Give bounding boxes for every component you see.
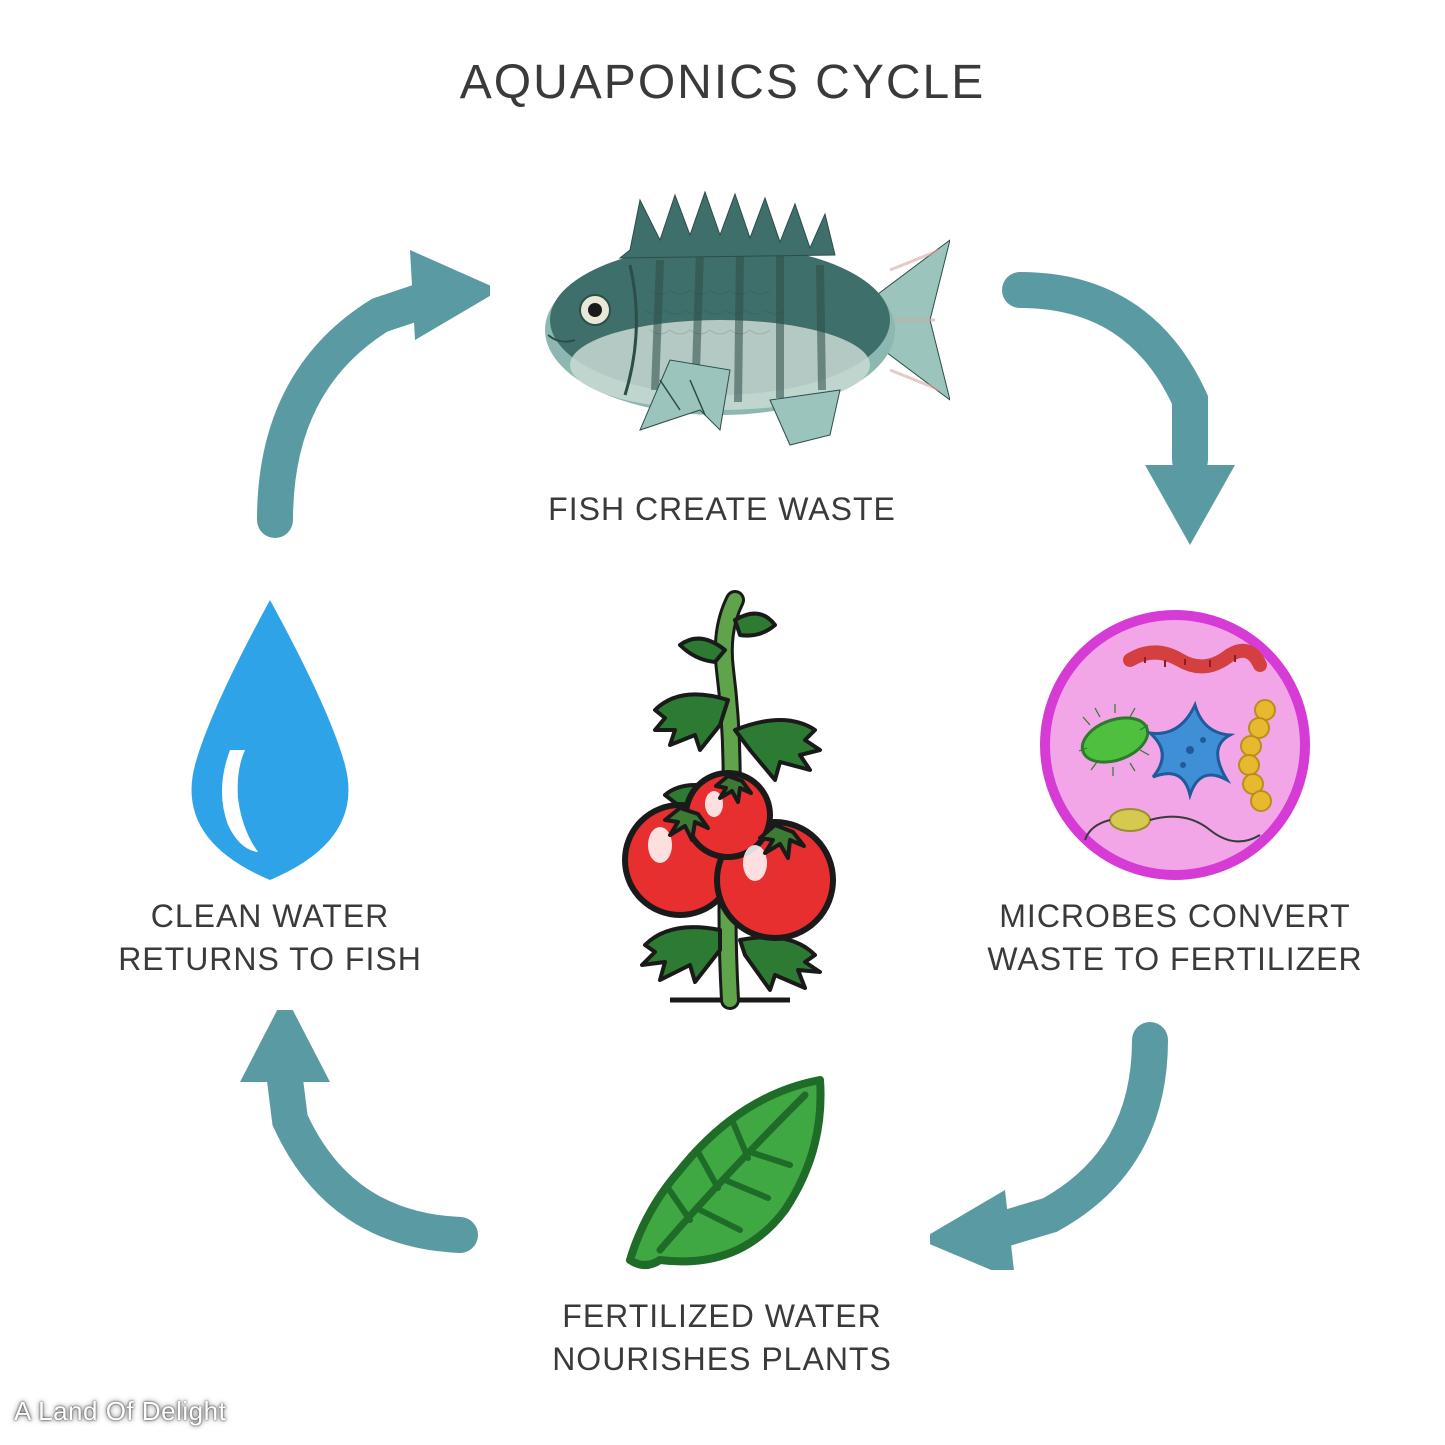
microbes-label: MICROBES CONVERT WASTE TO FERTILIZER [925,895,1425,981]
arrow-leaf-to-water [230,1010,490,1270]
arrow-fish-to-microbes [990,250,1250,550]
arrow-water-to-fish [230,250,490,550]
leaf-icon [590,1060,850,1280]
arrow-microbes-to-leaf [930,1010,1190,1270]
tomato-plant-icon [560,590,900,1010]
leaf-label: FERTILIZED WATER NOURISHES PLANTS [472,1295,972,1381]
microbes-icon [1035,605,1315,885]
fish-icon [530,180,950,460]
water-drop-icon [150,590,390,890]
diagram-title: AQUAPONICS CYCLE [0,55,1445,110]
watermark-text: A Land Of Delight [14,1396,226,1427]
fish-label: FISH CREATE WASTE [472,488,972,531]
water-label: CLEAN WATER RETURNS TO FISH [40,895,500,981]
